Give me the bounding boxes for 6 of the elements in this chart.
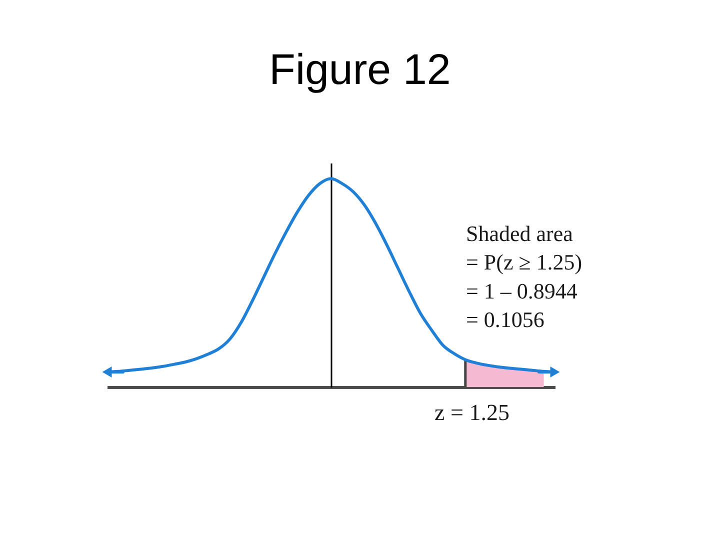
annotation: = 0.1056 — [466, 307, 544, 332]
annotation: = P(z ≥ 1.25) — [466, 250, 582, 275]
annotation: = 1 – 0.8944 — [466, 278, 578, 304]
chart-title: Figure 12 — [269, 46, 451, 94]
text: z = 1.25 — [434, 400, 510, 425]
annotation: Shaded area — [466, 221, 574, 246]
